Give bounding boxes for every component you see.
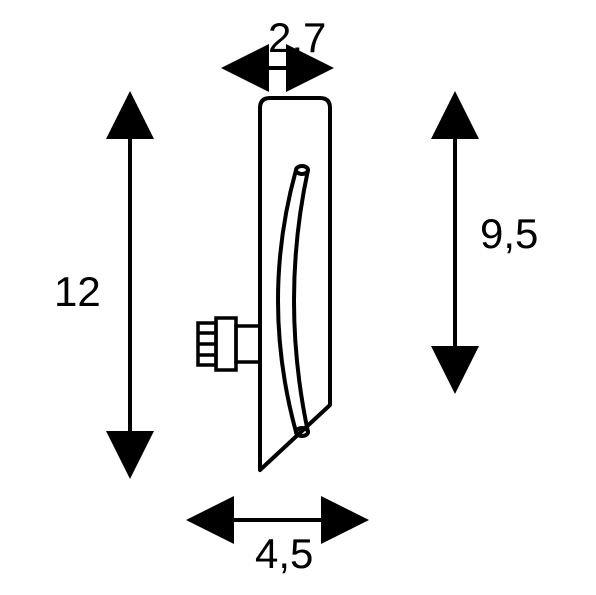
connector: [198, 318, 260, 370]
dim-label-left: 12: [54, 268, 101, 316]
dim-label-top: 2,7: [268, 14, 326, 62]
lamp-outline: [260, 98, 330, 470]
dim-label-bottom: 4,5: [255, 530, 313, 578]
dim-label-right: 9,5: [480, 210, 538, 258]
